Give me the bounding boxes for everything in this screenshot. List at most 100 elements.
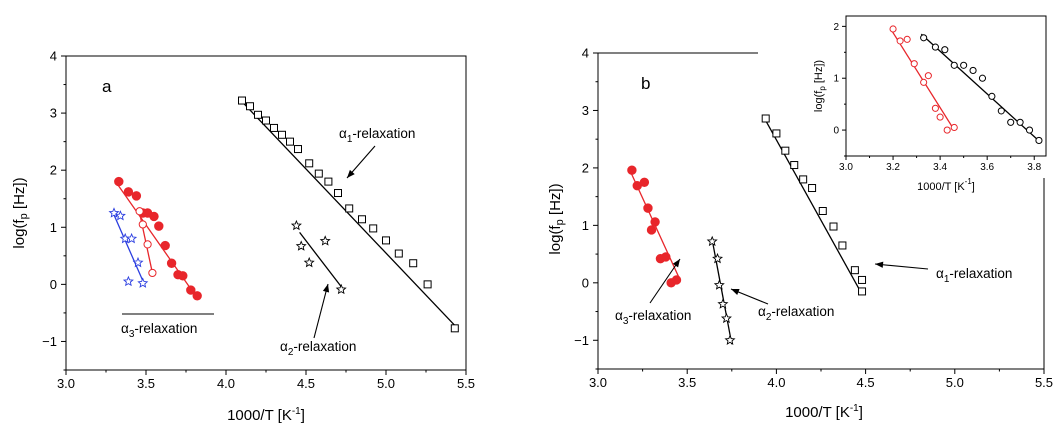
label-part: -relaxation <box>352 126 415 141</box>
data-point <box>671 275 682 285</box>
y-tick-label: 1 <box>582 218 589 233</box>
arrow-head <box>347 169 355 178</box>
data-point <box>286 137 294 146</box>
data-point <box>369 224 378 233</box>
series-5 <box>108 207 149 288</box>
data-point <box>122 275 134 287</box>
data-point <box>305 159 314 168</box>
data-point <box>270 123 278 132</box>
data-point <box>829 222 838 231</box>
series-3 <box>627 165 682 288</box>
fit-line <box>111 211 145 285</box>
series-2 <box>920 33 1043 145</box>
data-point <box>114 176 124 187</box>
data-point <box>423 280 432 289</box>
label-part: -1 <box>850 403 859 414</box>
data-point <box>303 256 315 268</box>
x-tick-label: 3.6 <box>980 162 994 173</box>
data-point <box>132 256 144 268</box>
x-tick-label: 3.8 <box>1027 162 1041 173</box>
data-point <box>123 187 134 197</box>
y-tick-label: 1 <box>833 74 839 85</box>
data-point <box>335 283 347 295</box>
data-point <box>724 334 736 345</box>
chart-panel-1: 3.0 3.5 4.0 4.5 5.0 5.5 −1 0 1 2 3 4 a 1000/T [K-1] lo… <box>11 49 475 425</box>
label-part: 1 <box>944 274 950 285</box>
data-point <box>931 43 939 51</box>
relaxation-label: α2-relaxation <box>280 339 356 358</box>
x-axis-label: 1000/T [K-1] <box>227 406 305 424</box>
label-part: log(f <box>11 219 28 249</box>
data-point <box>936 113 944 121</box>
data-point <box>997 107 1005 115</box>
series-2 <box>706 235 736 345</box>
y-tick-label: −1 <box>42 334 57 349</box>
label-part: α <box>121 321 129 336</box>
data-point <box>160 240 170 251</box>
data-point <box>334 189 342 198</box>
x-tick-label: 5.0 <box>946 375 964 390</box>
label-part: α <box>339 126 347 141</box>
y-axis-label: log(fp [Hz]) <box>11 177 30 248</box>
data-point <box>712 252 724 264</box>
label-part: -1 <box>292 406 301 417</box>
data-point <box>969 66 977 75</box>
y-tick-label: 1 <box>50 220 57 235</box>
x-tick-label: 5.5 <box>457 376 475 391</box>
label-part: [Hz]) <box>11 177 28 213</box>
y-axis-label: log(fp [Hz]) <box>547 183 566 254</box>
data-point <box>1007 118 1015 126</box>
data-point <box>627 165 637 175</box>
data-point <box>192 291 202 301</box>
data-point <box>137 277 149 288</box>
data-point <box>358 215 366 224</box>
x-tick-label: 3.2 <box>886 162 900 173</box>
label-part: p <box>818 86 827 91</box>
data-point <box>643 203 653 213</box>
x-tick-label: 4.5 <box>297 376 315 391</box>
data-point <box>135 207 144 216</box>
label-part: log(f <box>547 225 564 255</box>
data-point <box>166 258 177 268</box>
x-tick-label: 4.0 <box>767 375 785 390</box>
arrow-line <box>874 263 929 270</box>
data-point <box>650 217 660 227</box>
label-part: -relaxation <box>134 321 197 336</box>
arrow-head <box>322 284 330 293</box>
relaxation-label: α3-relaxation <box>121 321 197 340</box>
label-part: 1 <box>347 134 353 145</box>
label-part: ] <box>972 181 975 193</box>
data-point <box>131 191 142 201</box>
data-point <box>950 61 958 69</box>
data-point <box>646 225 657 235</box>
data-point <box>988 92 996 100</box>
data-point <box>761 114 770 123</box>
panel-label: a <box>102 77 112 96</box>
data-point <box>858 287 867 296</box>
fit-line <box>239 99 456 326</box>
label-part: 3 <box>129 329 135 340</box>
data-point <box>661 252 671 262</box>
data-point <box>290 219 302 231</box>
data-point <box>920 78 928 86</box>
data-point <box>950 123 958 132</box>
data-point <box>941 46 949 54</box>
label-part: [Hz]) <box>813 60 825 86</box>
data-point <box>818 207 827 215</box>
data-point <box>903 35 911 43</box>
data-point <box>896 37 904 45</box>
data-point <box>382 236 390 245</box>
data-point <box>706 235 718 247</box>
data-point <box>126 232 138 244</box>
x-tick-label: 3.0 <box>57 376 75 391</box>
x-tick-label: 4.0 <box>217 376 235 391</box>
label-part: α <box>936 266 944 281</box>
label-part: -relaxation <box>628 308 691 323</box>
arrow-line <box>649 258 681 304</box>
data-point <box>720 312 732 324</box>
data-point <box>409 259 418 268</box>
arrow-head <box>672 259 680 268</box>
data-point <box>978 74 987 82</box>
